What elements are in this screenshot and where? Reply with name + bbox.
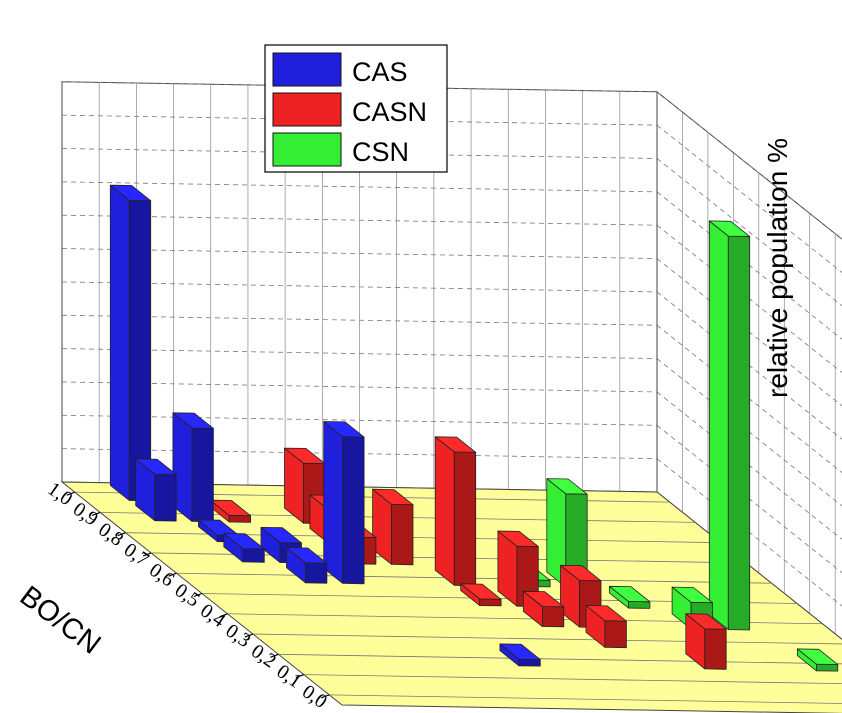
x-tick [91, 511, 101, 516]
bar-casn [460, 583, 502, 607]
z-axis-title: relative population % [762, 138, 793, 398]
legend: CAS CASN CSN [264, 44, 448, 173]
floor-grid-line [278, 653, 842, 665]
bar-casn [434, 436, 477, 587]
x-tick [142, 552, 152, 557]
bar-csn [546, 478, 588, 588]
bar-csn [797, 648, 839, 672]
bar-casn [685, 613, 727, 670]
x-tick [244, 633, 254, 638]
x-tick [321, 694, 330, 699]
floor-grid-line [303, 674, 842, 685]
legend-swatch-cas [272, 52, 342, 87]
floor-grid-line [329, 694, 842, 704]
x-axis-title: BO/CN [14, 580, 107, 661]
legend-label-casn: CASN [352, 97, 427, 127]
bar-cas [499, 643, 541, 667]
x-tick [295, 674, 305, 679]
bar-csn [609, 585, 651, 609]
bar-cas [286, 547, 328, 584]
bar-cas [223, 533, 265, 563]
x-tick [219, 613, 228, 618]
bar-cas [135, 458, 177, 522]
bar-cas [109, 184, 152, 502]
bar-csn [708, 220, 751, 631]
bar-casn [522, 590, 565, 628]
bar-cas [323, 421, 365, 585]
bar-casn [372, 488, 414, 566]
bar-cas [172, 412, 214, 523]
x-tick [193, 592, 203, 598]
legend-swatch-casn [272, 92, 342, 127]
x-tick [66, 491, 75, 496]
floor-grid-line [252, 633, 842, 645]
bar-casn [209, 499, 252, 523]
legend-label-csn: CSN [352, 137, 409, 167]
chart-walls [61, 81, 842, 640]
x-tick [270, 653, 279, 658]
legend-swatch-csn [272, 132, 342, 167]
x-tick [117, 532, 126, 537]
legend-label-cas: CAS [352, 57, 408, 87]
bar-casn [585, 605, 627, 649]
x-tick [168, 572, 177, 577]
bars [109, 184, 839, 672]
